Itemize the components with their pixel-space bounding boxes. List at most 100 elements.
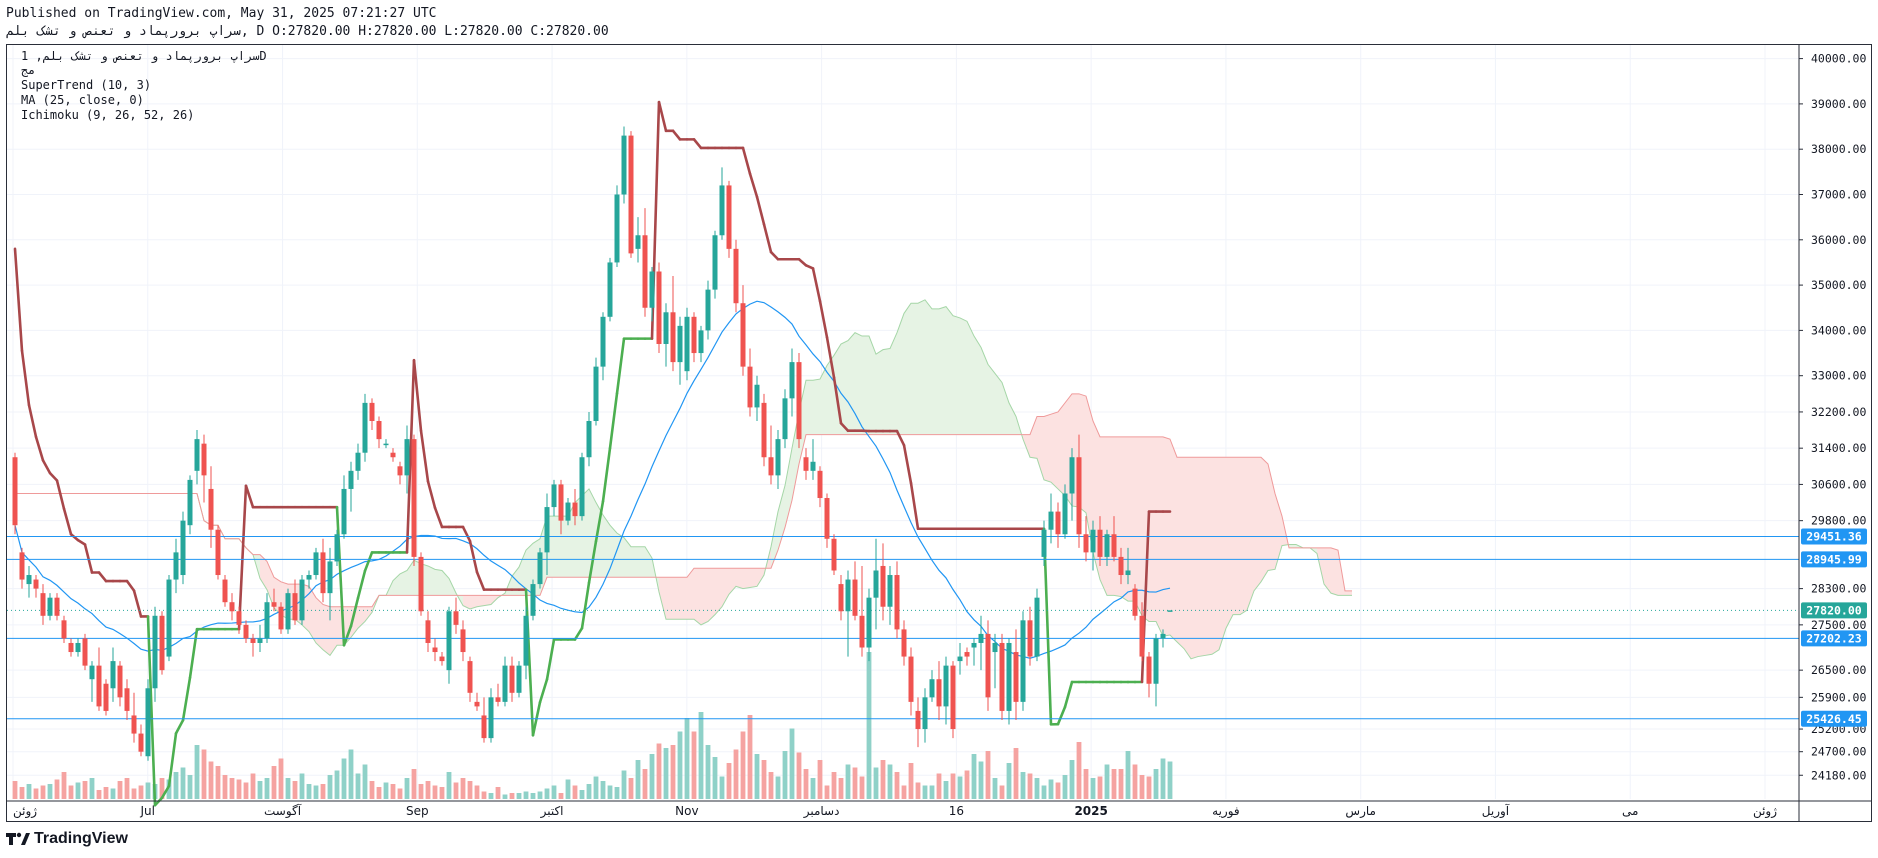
candle-body bbox=[831, 538, 837, 571]
price-tick-label: 38000.00 bbox=[1811, 142, 1866, 156]
candle-body bbox=[187, 479, 193, 526]
volume-bar bbox=[999, 785, 1005, 799]
candle bbox=[614, 185, 620, 267]
candle bbox=[971, 638, 977, 666]
supertrend-segment bbox=[412, 358, 423, 433]
volume-bar bbox=[61, 772, 67, 799]
candle-body bbox=[593, 366, 599, 421]
legend-ma[interactable]: MA (25, close, 0) bbox=[21, 93, 144, 107]
volume-bar bbox=[425, 781, 431, 799]
time-tick-label: مارس bbox=[1345, 804, 1376, 819]
volume-bar bbox=[950, 773, 956, 799]
cloud-segment bbox=[743, 568, 750, 589]
volume-bar bbox=[677, 731, 683, 799]
candle-body bbox=[551, 484, 557, 508]
price-badge-label: 29451.36 bbox=[1806, 529, 1861, 543]
legend-supertrend[interactable]: SuperTrend (10, 3) bbox=[21, 78, 152, 92]
supertrend-segment bbox=[41, 459, 52, 475]
volume-bar bbox=[992, 778, 998, 799]
candle bbox=[600, 312, 606, 381]
candle-body bbox=[166, 579, 172, 657]
candle-body bbox=[705, 289, 711, 331]
candle-body bbox=[446, 611, 452, 671]
tradingview-footer[interactable]: TradingView bbox=[6, 830, 128, 848]
candle bbox=[649, 266, 655, 322]
volume-bar bbox=[446, 772, 452, 799]
volume-bar bbox=[607, 785, 613, 799]
supertrend-segment bbox=[342, 624, 353, 647]
candle bbox=[432, 638, 438, 662]
candle bbox=[593, 357, 599, 426]
candle-body bbox=[145, 688, 151, 757]
candle bbox=[1041, 520, 1047, 566]
candle-body bbox=[859, 615, 865, 648]
cloud-segment bbox=[848, 332, 855, 435]
volume-bar bbox=[68, 785, 74, 799]
candle bbox=[978, 615, 984, 671]
candle bbox=[768, 425, 774, 485]
supertrend-segment bbox=[20, 349, 31, 407]
candle bbox=[124, 679, 130, 720]
candle-body bbox=[614, 194, 620, 263]
candle-body bbox=[537, 552, 543, 585]
volume-bar bbox=[1048, 779, 1054, 799]
volume-bar bbox=[222, 775, 228, 799]
candle bbox=[740, 285, 746, 376]
candle-body bbox=[957, 656, 963, 662]
candle-body bbox=[978, 633, 984, 643]
candle-body bbox=[817, 470, 823, 499]
supertrend-segment bbox=[97, 571, 108, 583]
cloud-segment bbox=[1254, 457, 1261, 591]
volume-bar bbox=[1125, 751, 1131, 799]
supertrend-segment bbox=[524, 588, 535, 737]
volume-bar bbox=[369, 781, 375, 799]
price-badge-label: 27202.23 bbox=[1806, 631, 1861, 645]
supertrend-segment bbox=[832, 376, 843, 425]
cloud-segment bbox=[1051, 411, 1058, 489]
candle-body bbox=[516, 665, 522, 693]
chart-panel[interactable]: 40000.00 39000.00 38000.00 37000.00 36000.00… bbox=[6, 44, 1872, 822]
candle bbox=[418, 552, 424, 616]
candle-body bbox=[768, 457, 774, 476]
candle-body bbox=[26, 575, 32, 585]
cloud-segment bbox=[715, 568, 722, 615]
candle bbox=[292, 579, 298, 625]
candle bbox=[551, 479, 557, 517]
candle bbox=[12, 452, 18, 535]
cloud-segment bbox=[1121, 436, 1128, 602]
candle-body bbox=[579, 457, 585, 517]
candle-body bbox=[936, 679, 942, 707]
supertrend-segment bbox=[426, 480, 437, 510]
candle-body bbox=[341, 488, 347, 535]
volume-bar bbox=[397, 788, 403, 799]
cloud-segment bbox=[1205, 457, 1212, 656]
candle-body bbox=[460, 629, 466, 653]
candle bbox=[341, 475, 347, 539]
cloud-segment bbox=[1170, 439, 1177, 642]
supertrend-segment bbox=[125, 579, 136, 592]
candle-body bbox=[1034, 597, 1040, 657]
cloud-segment bbox=[477, 595, 484, 607]
volume-bar bbox=[901, 785, 907, 799]
candle-body bbox=[502, 665, 508, 702]
volume-bar bbox=[803, 769, 809, 799]
candle-body bbox=[159, 615, 165, 671]
candle bbox=[1069, 448, 1075, 521]
time-axis: ژوئن Jul آگوست Sep اکتبر Nov دسامبر 16 2025 فوریه… bbox=[13, 803, 1777, 819]
volume-bar bbox=[341, 758, 347, 799]
volume-bar bbox=[82, 781, 88, 799]
candle-body bbox=[425, 620, 431, 643]
candle-body bbox=[292, 593, 298, 621]
cloud-segment bbox=[659, 577, 666, 620]
candle bbox=[383, 439, 389, 449]
candle-body bbox=[1139, 615, 1145, 657]
chart-canvas[interactable]: 40000.00 39000.00 38000.00 37000.00 36000.00… bbox=[7, 45, 1871, 821]
volume-bar bbox=[614, 787, 620, 799]
cloud-segment bbox=[1037, 416, 1044, 480]
legend-ichimoku[interactable]: Ichimoku (9, 26, 52, 26) bbox=[21, 108, 195, 122]
candle-body bbox=[1020, 620, 1026, 702]
candle bbox=[159, 611, 165, 675]
volume-bar bbox=[250, 773, 256, 799]
volume-bar bbox=[1111, 769, 1117, 799]
candle bbox=[607, 257, 613, 322]
